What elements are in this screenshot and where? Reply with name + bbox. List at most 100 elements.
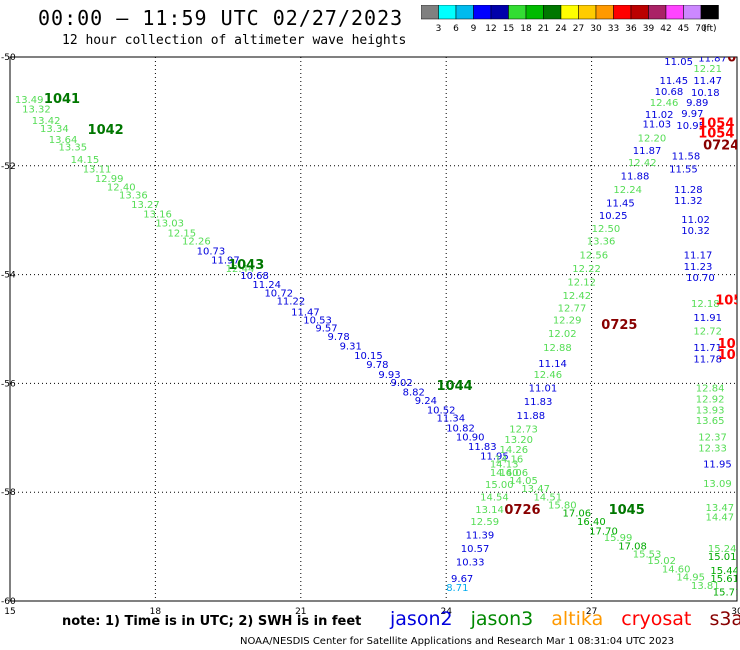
swh-data-label: 12.33 xyxy=(698,443,727,454)
colorbar-unit: (ft) xyxy=(703,24,717,34)
swh-data-label: 11.05 xyxy=(664,57,693,68)
swh-data-label: 11.55 xyxy=(669,164,698,175)
pass-id-label: 1054 xyxy=(698,117,734,132)
swh-data-label: 10.95 xyxy=(676,121,705,132)
swh-data-label: 15.02 xyxy=(647,556,676,567)
colorbar-label: 15 xyxy=(503,24,514,34)
swh-data-label: 11.91 xyxy=(693,313,722,324)
swh-data-label: 11.83 xyxy=(468,442,497,453)
x-tick-label: 24 xyxy=(440,607,452,617)
y-tick-label: -56 xyxy=(1,379,16,389)
swh-data-label: 12.29 xyxy=(553,316,582,327)
swh-data-label: 13.11 xyxy=(83,164,112,175)
footer-note: note: 1) Time is in UTC; 2) SWH is in fe… xyxy=(62,614,362,629)
swh-data-label: 11.88 xyxy=(516,411,545,422)
swh-data-label: 13.42 xyxy=(32,116,61,127)
swh-data-label: 12.73 xyxy=(509,424,538,435)
swh-data-label: 11.87 xyxy=(698,53,727,64)
swh-data-label: 12.15 xyxy=(168,229,197,240)
swh-data-label: 14.06 xyxy=(500,468,529,479)
swh-data-label: 12.84 xyxy=(696,384,725,395)
swh-data-label: 11.78 xyxy=(693,355,722,366)
plot-frame xyxy=(9,56,738,602)
x-tick-label: 21 xyxy=(295,607,306,617)
swh-data-label: 11.95 xyxy=(703,460,732,471)
swh-data-label: 11.03 xyxy=(642,120,671,131)
swh-data-label: 11.58 xyxy=(672,151,701,162)
x-tick-label: 27 xyxy=(586,607,597,617)
swh-data-label: 11.45 xyxy=(606,199,635,210)
swh-data-label: 12.50 xyxy=(592,224,621,235)
swh-data-label: 12.18 xyxy=(691,299,720,310)
swh-data-label: 11.71 xyxy=(693,343,722,354)
swh-data-label: 13.14 xyxy=(475,505,504,516)
swh-data-label: 10.82 xyxy=(446,423,475,434)
swh-data-label: 14.26 xyxy=(500,445,529,456)
swh-data-label: 11.02 xyxy=(645,110,674,121)
y-tick-label: -50 xyxy=(1,53,16,63)
swh-data-label: 13.65 xyxy=(696,416,725,427)
legend-jason2: jason2 xyxy=(390,608,453,630)
swh-data-label: 13.32 xyxy=(22,104,51,115)
legend-jason3: jason3 xyxy=(470,608,534,630)
swh-data-label: 14.13 xyxy=(490,460,519,471)
colorbar-label: 21 xyxy=(538,24,549,34)
swh-data-label: 11.24 xyxy=(252,280,281,291)
data-layer: 13.4913.3213.4213.3413.6413.3514.1513.11… xyxy=(15,53,740,599)
swh-data-label: 10.18 xyxy=(691,88,720,99)
swh-data-label: 13.27 xyxy=(131,200,160,211)
credit-line: NOAA/NESDIS Center for Satellite Applica… xyxy=(240,636,675,647)
swh-data-label: 13.03 xyxy=(155,219,184,230)
swh-data-label: 11.34 xyxy=(437,413,466,424)
pass-id-label: 0726 xyxy=(504,503,540,518)
swh-data-label: 12.37 xyxy=(698,433,727,444)
swh-data-label: 11.14 xyxy=(538,359,567,370)
swh-data-label: 10.25 xyxy=(599,211,628,222)
swh-data-label: 13.09 xyxy=(703,479,732,490)
swh-data-label: 17.06 xyxy=(563,509,592,520)
x-tick-label: 15 xyxy=(4,607,15,617)
swh-data-label: 13.49 xyxy=(15,95,44,106)
swh-data-label: 12.24 xyxy=(613,185,642,196)
swh-data-label: 12.22 xyxy=(572,264,601,275)
swh-data-label: 11.02 xyxy=(681,215,710,226)
x-tick-label: 30 xyxy=(731,607,740,617)
swh-data-label: 14.16 xyxy=(495,454,524,465)
swh-data-label: 13.16 xyxy=(143,209,172,220)
swh-data-label: 13.36 xyxy=(119,190,148,201)
swh-data-label: 12.44 xyxy=(226,264,255,275)
swh-data-label: 12.12 xyxy=(567,277,596,288)
swh-data-label: 15.99 xyxy=(604,533,633,544)
legend-cryosat: cryosat xyxy=(621,608,692,630)
swh-data-label: 12.72 xyxy=(693,326,722,337)
colorbar-label: 70 xyxy=(695,24,707,34)
swh-data-label: 13.35 xyxy=(58,143,87,154)
swh-data-label: 10.32 xyxy=(681,226,710,237)
colorbar-label: 18 xyxy=(520,24,532,34)
pass-id-label: 1042 xyxy=(88,123,124,138)
y-tick-label: -54 xyxy=(1,271,16,281)
swh-data-label: 12.42 xyxy=(628,158,657,169)
colorbar-label: 27 xyxy=(573,24,584,34)
swh-data-label: 10.68 xyxy=(240,271,269,282)
swh-data-label: 17.70 xyxy=(589,527,618,538)
swh-data-label: 9.93 xyxy=(378,370,400,381)
swh-data-label: 10.15 xyxy=(354,351,383,362)
swh-data-label: 11.88 xyxy=(621,171,650,182)
swh-data-label: 15.80 xyxy=(548,501,577,512)
swh-data-label: 14.60 xyxy=(490,468,519,479)
swh-data-label: 15.53 xyxy=(633,549,662,560)
swh-data-label: 12.40 xyxy=(107,182,136,193)
swh-data-label: 10.33 xyxy=(456,558,485,569)
swh-data-label: 15.71 xyxy=(713,588,740,599)
pass-id-label: 1054 xyxy=(698,127,734,142)
swh-data-label: 8.82 xyxy=(403,387,425,398)
swh-data-label: 15.00 xyxy=(485,480,514,491)
colorbar-label: 24 xyxy=(555,24,567,34)
swh-data-label: 14.15 xyxy=(71,155,100,166)
swh-data-label: 14.51 xyxy=(533,492,562,503)
swh-data-label: 17.08 xyxy=(618,541,647,552)
swh-data-label: 11.01 xyxy=(529,384,558,395)
colorbar-label: 6 xyxy=(453,24,459,34)
